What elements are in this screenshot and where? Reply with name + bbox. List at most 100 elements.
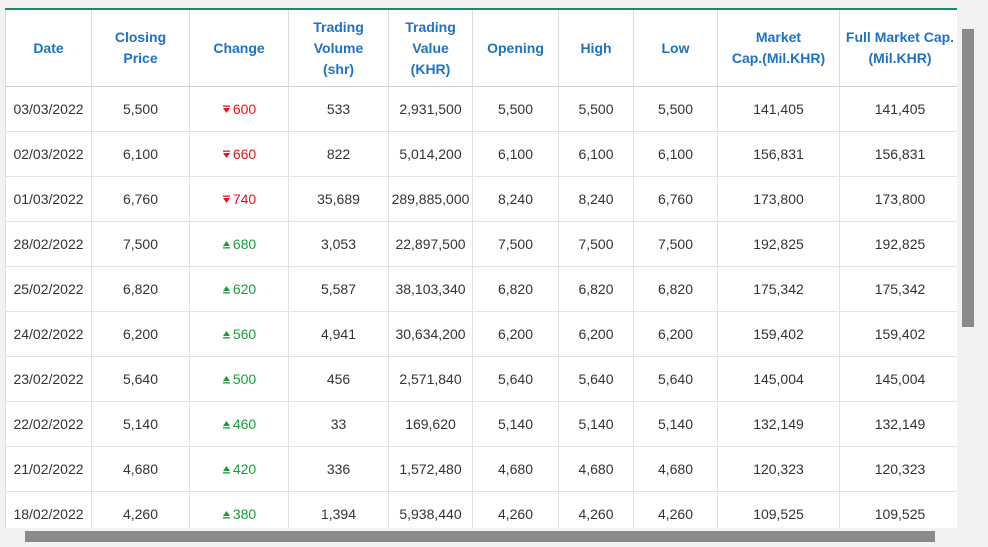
market-cap-header[interactable]: Market Cap.(Mil.KHR) xyxy=(717,10,840,87)
trading-volume-cell: 5,587 xyxy=(288,266,389,312)
header-label-line: Volume xyxy=(313,39,364,56)
change-cell: 380 xyxy=(189,491,289,528)
opening-cell: 5,640 xyxy=(472,356,559,402)
trading-value-cell: 30,634,200 xyxy=(388,311,473,357)
arrow-up-icon xyxy=(222,510,231,519)
table-row: 01/03/2022 6,760 740 35,689 289,885,000 8,240… xyxy=(5,176,957,222)
opening-cell: 4,260 xyxy=(472,491,559,528)
low-header[interactable]: Low xyxy=(633,10,718,87)
change-value: 500 xyxy=(232,371,257,387)
arrow-down-icon xyxy=(222,195,231,204)
trading-volume-cell: 1,394 xyxy=(288,491,389,528)
high-cell: 5,140 xyxy=(558,401,634,447)
date-header[interactable]: Date xyxy=(5,10,92,87)
date-cell: 02/03/2022 xyxy=(5,131,92,177)
header-label-line: Closing xyxy=(114,29,167,45)
high-cell: 4,260 xyxy=(558,491,634,528)
closing-price-cell: 6,100 xyxy=(91,131,190,177)
closing-price-cell: 6,200 xyxy=(91,311,190,357)
date-cell: 03/03/2022 xyxy=(5,86,92,132)
full-market-cap-cell: 159,402 xyxy=(839,311,957,357)
table-row: 02/03/2022 6,100 660 822 5,014,200 6,100 6,100… xyxy=(5,131,957,177)
trading-volume-cell: 33 xyxy=(288,401,389,447)
date-cell: 23/02/2022 xyxy=(5,356,92,402)
header-label-line: (shr) xyxy=(322,60,355,77)
price-history-panel: Date Closing Price Change Trading Volume (shr)… xyxy=(5,8,957,528)
opening-header[interactable]: Opening xyxy=(472,10,559,87)
arrow-up-icon xyxy=(222,465,231,474)
closing-price-cell: 7,500 xyxy=(91,221,190,267)
change-value: 680 xyxy=(232,236,257,252)
arrow-up-icon xyxy=(222,420,231,429)
change-cell: 600 xyxy=(189,86,289,132)
horizontal-scrollbar-thumb[interactable] xyxy=(25,531,935,542)
header-label-line: Change xyxy=(213,39,265,56)
opening-cell: 7,500 xyxy=(472,221,559,267)
date-cell: 01/03/2022 xyxy=(5,176,92,222)
table-header-row: Date Closing Price Change Trading Volume (shr)… xyxy=(5,10,957,87)
opening-cell: 6,820 xyxy=(472,266,559,312)
change-value: 620 xyxy=(232,281,257,297)
price-history-table: Date Closing Price Change Trading Volume (shr)… xyxy=(5,10,957,528)
header-label-line: Opening xyxy=(487,39,544,56)
arrow-up-icon xyxy=(222,285,231,294)
market-cap-cell: 132,149 xyxy=(717,401,840,447)
high-cell: 4,680 xyxy=(558,446,634,492)
change-header[interactable]: Change xyxy=(189,10,289,87)
full-market-cap-cell: 156,831 xyxy=(839,131,957,177)
arrow-up-icon xyxy=(222,240,231,249)
trading-volume-cell: 4,941 xyxy=(288,311,389,357)
low-cell: 7,500 xyxy=(633,221,718,267)
vertical-scrollbar-thumb[interactable] xyxy=(962,29,974,327)
change-cell: 680 xyxy=(189,221,289,267)
table-row: 28/02/2022 7,500 680 3,053 22,897,500 7,500 7,… xyxy=(5,221,957,267)
high-cell: 8,240 xyxy=(558,176,634,222)
trading-value-header[interactable]: Trading Value (KHR) xyxy=(388,10,473,87)
full-market-cap-cell: 175,342 xyxy=(839,266,957,312)
market-cap-cell: 159,402 xyxy=(717,311,840,357)
change-value: 560 xyxy=(232,326,257,342)
header-label-line: Market xyxy=(755,29,802,45)
low-cell: 6,760 xyxy=(633,176,718,222)
trading-volume-header[interactable]: Trading Volume (shr) xyxy=(288,10,389,87)
header-label-line: Cap.(Mil.KHR) xyxy=(731,50,826,66)
change-value: 660 xyxy=(232,146,257,162)
market-cap-cell: 145,004 xyxy=(717,356,840,402)
low-cell: 6,200 xyxy=(633,311,718,357)
table-body: 03/03/2022 5,500 600 533 2,931,500 5,500 5,500… xyxy=(5,86,957,528)
trading-value-cell: 22,897,500 xyxy=(388,221,473,267)
low-cell: 6,820 xyxy=(633,266,718,312)
full-market-cap-header[interactable]: Full Market Cap. (Mil.KHR) xyxy=(839,10,957,87)
table-row: 18/02/2022 4,260 380 1,394 5,938,440 4,260 4,2… xyxy=(5,491,957,528)
change-cell: 500 xyxy=(189,356,289,402)
trading-value-cell: 289,885,000 xyxy=(388,176,473,222)
top-accent-line xyxy=(5,8,957,10)
date-cell: 18/02/2022 xyxy=(5,491,92,528)
full-market-cap-cell: 109,525 xyxy=(839,491,957,528)
table-row: 24/02/2022 6,200 560 4,941 30,634,200 6,200 6,… xyxy=(5,311,957,357)
trading-value-cell: 5,938,440 xyxy=(388,491,473,528)
change-cell: 740 xyxy=(189,176,289,222)
full-market-cap-cell: 120,323 xyxy=(839,446,957,492)
low-cell: 5,640 xyxy=(633,356,718,402)
trading-value-cell: 2,931,500 xyxy=(388,86,473,132)
closing-price-cell: 4,260 xyxy=(91,491,190,528)
market-cap-cell: 120,323 xyxy=(717,446,840,492)
trading-value-cell: 2,571,840 xyxy=(388,356,473,402)
high-header[interactable]: High xyxy=(558,10,634,87)
high-cell: 6,100 xyxy=(558,131,634,177)
trading-value-cell: 5,014,200 xyxy=(388,131,473,177)
opening-cell: 8,240 xyxy=(472,176,559,222)
closing-price-header[interactable]: Closing Price xyxy=(91,10,190,87)
trading-volume-cell: 822 xyxy=(288,131,389,177)
change-value: 600 xyxy=(232,101,257,117)
change-cell: 460 xyxy=(189,401,289,447)
change-value: 420 xyxy=(232,461,257,477)
market-cap-cell: 156,831 xyxy=(717,131,840,177)
header-label-line: (KHR) xyxy=(410,60,451,77)
closing-price-cell: 4,680 xyxy=(91,446,190,492)
trading-volume-cell: 533 xyxy=(288,86,389,132)
change-cell: 560 xyxy=(189,311,289,357)
full-market-cap-cell: 141,405 xyxy=(839,86,957,132)
market-cap-cell: 109,525 xyxy=(717,491,840,528)
